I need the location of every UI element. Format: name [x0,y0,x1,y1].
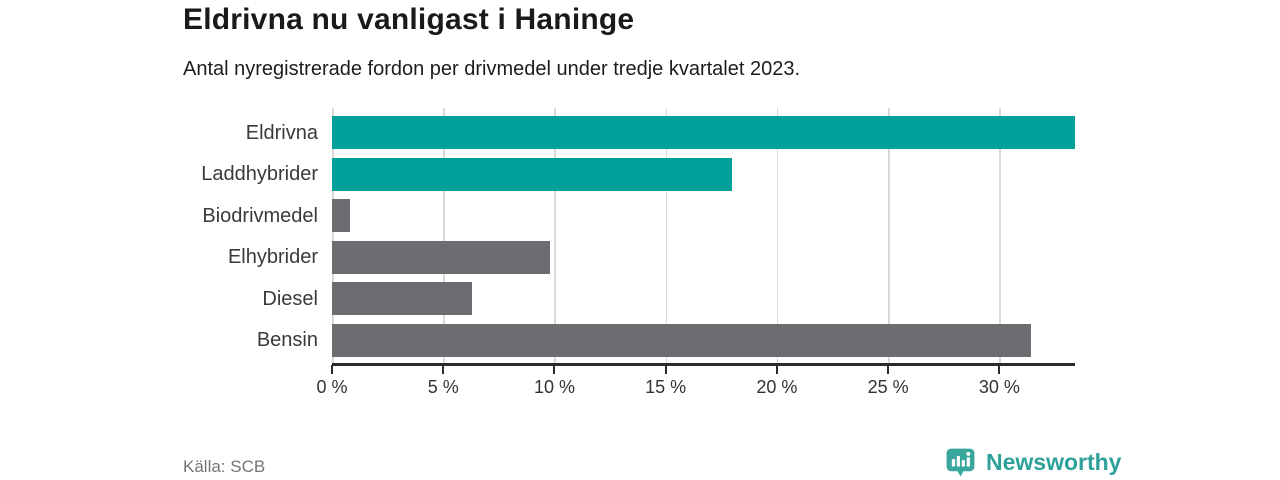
category-label: Diesel [262,287,318,310]
bar-row: Elhybrider [228,237,1075,279]
axis-tick [331,365,333,374]
bar-row: Laddhybrider [201,154,1075,196]
axis-tick [442,365,445,374]
bar [332,323,1031,357]
x-axis-line [332,363,1075,366]
axis-tick-label: 0 % [316,377,348,397]
axis-tick [887,365,890,374]
gridline [776,108,779,363]
bar-row: Diesel [262,278,1075,320]
axis-tick-label: 30 % [978,377,1020,397]
gridline [554,108,556,363]
category-label: Biodrivmedel [202,204,318,227]
bar [332,199,350,233]
category-label: Laddhybrider [201,163,318,186]
gridline [999,108,1001,363]
bars-layer: Eldrivna Laddhybrider Biodrivmedel Elhybrid… [201,112,1075,362]
bar [332,240,550,274]
axis-tick [553,365,556,374]
axis-tick-label: 15 % [645,377,687,397]
chart-subtitle: Antal nyregistrerade fordon per drivmede… [183,58,801,80]
axis-tick-label: 10 % [533,377,575,397]
axis-tick-label: 5 % [427,377,459,397]
bar-row: Biodrivmedel [202,195,1075,237]
category-label: Elhybrider [227,246,318,269]
bar-chart-plot: Eldrivna Laddhybrider Biodrivmedel Elhybrid… [201,108,1075,397]
source-label: Källa: SCB [183,457,266,476]
axis-tick [775,365,778,374]
axis-tick-label: 25 % [867,377,909,397]
bar [332,116,1075,150]
axis-tick-label: 20 % [756,377,798,397]
chart-title: Eldrivna nu vanligast i Haninge [183,3,635,36]
newsworthy-logo-text: Newsworthy [986,449,1122,475]
newsworthy-logo: Newsworthy [944,446,1121,479]
axis-tick [998,365,1001,374]
gridline [443,108,445,363]
gridline [888,108,890,363]
bar-row: Bensin [257,320,1075,362]
bar [332,157,733,191]
gridline [665,108,668,363]
category-label: Bensin [256,329,318,352]
category-label: Eldrivna [245,121,318,144]
bar [332,282,473,316]
gridline [332,108,334,363]
axis-tick [664,365,667,374]
newsworthy-logo-icon [946,448,975,477]
bar-row: Eldrivna [246,112,1075,154]
